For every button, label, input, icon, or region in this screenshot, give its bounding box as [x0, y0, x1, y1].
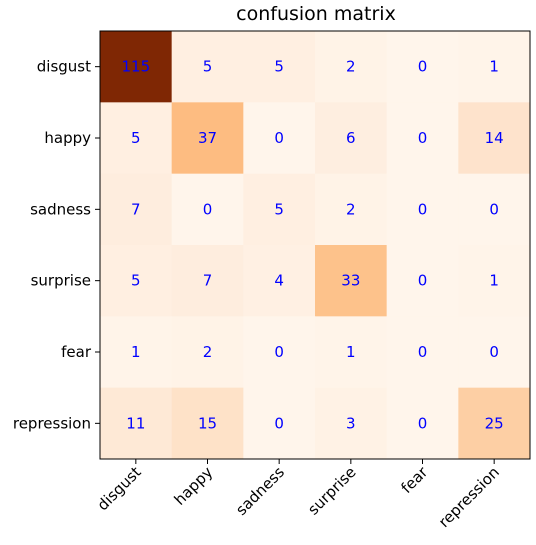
heatmap-cell — [386, 102, 459, 175]
heatmap-cell — [100, 387, 173, 460]
x-tick-label: repression — [435, 463, 503, 531]
heatmap-cell — [243, 173, 316, 246]
cell-value-label: 37 — [198, 129, 217, 147]
heatmap-cell — [243, 387, 316, 460]
y-tick-label: disgust — [37, 58, 91, 76]
heatmap-cell — [100, 173, 173, 246]
cell-value-label: 1 — [346, 343, 356, 361]
chart-title: confusion matrix — [236, 3, 396, 25]
cell-value-label: 0 — [274, 414, 284, 432]
cell-value-label: 7 — [131, 200, 141, 218]
heatmap-cell — [458, 173, 531, 246]
y-tick-label: happy — [44, 129, 91, 147]
heatmap-cell — [458, 102, 531, 175]
heatmap-cell — [315, 387, 388, 460]
heatmap-cell — [458, 387, 531, 460]
cell-value-label: 0 — [489, 343, 499, 361]
heatmap-cell — [386, 31, 459, 103]
heatmap-cell — [171, 31, 244, 103]
x-tick-label: disgust — [94, 463, 145, 514]
heatmap-cell — [315, 316, 388, 389]
cell-value-label: 5 — [274, 58, 284, 76]
heatmap-cell — [171, 316, 244, 389]
cell-value-label: 25 — [485, 414, 504, 432]
heatmap-cell — [171, 245, 244, 317]
cell-value-label: 0 — [489, 200, 499, 218]
cell-value-label: 6 — [346, 129, 356, 147]
heatmap-cell — [315, 102, 388, 175]
y-tick-label: fear — [61, 343, 92, 361]
heatmap-cell — [243, 102, 316, 175]
heatmap-cell — [100, 316, 173, 389]
x-tick-label: fear — [397, 463, 431, 497]
cell-value-label: 2 — [203, 343, 213, 361]
cell-value-label: 0 — [418, 272, 428, 290]
cell-value-label: 3 — [346, 414, 356, 432]
x-axis-ticks: disgust happy sadness surprise fear repressio… — [94, 459, 503, 531]
plot-frame — [99, 30, 531, 460]
cell-value-label: 1 — [489, 58, 499, 76]
cell-value-label: 0 — [418, 58, 428, 76]
x-tick-label: surprise — [304, 463, 359, 518]
heatmap-cell — [171, 387, 244, 460]
cell-value-label: 0 — [418, 129, 428, 147]
heatmap-cell — [458, 316, 531, 389]
heatmap-cell — [171, 102, 244, 175]
cell-value-label: 0 — [418, 414, 428, 432]
cell-value-label: 1 — [131, 343, 141, 361]
cell-value-label: 11 — [126, 414, 145, 432]
heatmap-cell — [171, 173, 244, 246]
cell-value-label: 33 — [341, 272, 360, 290]
y-tick-label: repression — [13, 414, 91, 432]
heatmap-cell — [458, 31, 531, 103]
cell-value-label: 0 — [418, 200, 428, 218]
heatmap-cell — [386, 387, 459, 460]
cell-value-label: 5 — [131, 129, 141, 147]
heatmap-cell — [386, 245, 459, 317]
cell-value-label: 0 — [418, 343, 428, 361]
heatmap-cell-labels: 115 5 5 2 0 15 37 0 6 0 147 0 5 2 0 05 7 4 33 0 11 2 0 1 0 011 15 0… — [122, 58, 504, 433]
cell-value-label: 0 — [274, 129, 284, 147]
heatmap-cell — [100, 102, 173, 175]
heatmap-cell — [458, 245, 531, 317]
cell-value-label: 5 — [203, 58, 213, 76]
heatmap-cell — [386, 316, 459, 389]
cell-value-label: 14 — [485, 129, 504, 147]
cell-value-label: 115 — [122, 58, 151, 76]
y-tick-label: surprise — [31, 272, 91, 290]
heatmap-cell — [315, 31, 388, 103]
heatmap-cells — [100, 31, 531, 460]
cell-value-label: 7 — [203, 272, 213, 290]
heatmap-cell — [315, 173, 388, 246]
heatmap-cell — [243, 245, 316, 317]
y-tick-label: sadness — [30, 200, 91, 218]
cell-value-label: 5 — [131, 272, 141, 290]
heatmap-cell — [243, 316, 316, 389]
x-tick-label: sadness — [232, 463, 288, 519]
heatmap-cell — [100, 31, 173, 103]
cell-value-label: 0 — [274, 343, 284, 361]
heatmap-cell — [243, 31, 316, 103]
cell-value-label: 2 — [346, 200, 356, 218]
cell-value-label: 15 — [198, 414, 217, 432]
y-axis-ticks: disgust happy sadness surprise fear repressio… — [13, 58, 100, 432]
x-tick-label: happy — [171, 463, 217, 509]
cell-value-label: 4 — [274, 272, 284, 290]
heatmap-cell — [315, 245, 388, 317]
heatmap-cell — [100, 245, 173, 317]
heatmap-cell — [386, 173, 459, 246]
cell-value-label: 5 — [274, 200, 284, 218]
cell-value-label: 1 — [489, 272, 499, 290]
cell-value-label: 0 — [203, 200, 213, 218]
cell-value-label: 2 — [346, 58, 356, 76]
